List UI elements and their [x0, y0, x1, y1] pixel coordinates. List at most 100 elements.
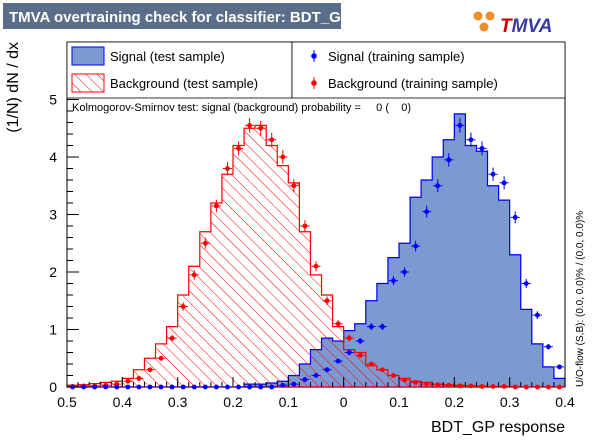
logo-dots-icon — [473, 11, 495, 32]
background-train-points-point — [422, 381, 432, 387]
signal-train-points-point — [455, 118, 465, 133]
logo-text-prefix: T — [500, 16, 513, 37]
background-train-points-point — [455, 383, 465, 389]
page-title: TMVA overtraining check for classifier: … — [9, 9, 351, 26]
signal-train-points-point — [112, 384, 122, 390]
signal-train-points-point — [521, 278, 531, 289]
background-train-points-point — [322, 296, 332, 305]
background-train-points-point — [499, 384, 509, 389]
background-train-points-point — [178, 302, 188, 311]
y-tick-label: 1 — [49, 322, 57, 338]
background-train-points-point — [211, 199, 221, 212]
signal-train-points-point — [422, 205, 432, 218]
signal-train-points-point — [499, 176, 509, 190]
background-train-points-point — [400, 377, 410, 383]
points-layer — [68, 118, 564, 390]
background-train-points-point — [167, 334, 177, 342]
signal-train-points-point — [510, 211, 520, 224]
background-train-points-point — [344, 334, 354, 342]
axes-layer: 0.5 0.4 0.3 0.2 0.1 0 0.1 0.2 0.3 0.4 0 1 2 3 4 5 — [49, 41, 575, 410]
background-train-points-point — [234, 141, 244, 156]
signal-train-points-point — [134, 384, 144, 390]
y-tick-label: 5 — [49, 92, 57, 108]
x-axis-title: BDT_GP response — [431, 419, 565, 436]
x-tick-label: 0.1 — [389, 394, 409, 410]
signal-train-points-point — [355, 337, 365, 345]
signal-train-points-point — [532, 311, 542, 319]
ks-test-text: Kolmogorov-Smirnov test: signal (backgro… — [72, 102, 411, 114]
y-tick-label: 4 — [49, 149, 57, 165]
overflow-note: U/O-flow (S,B): (0.0, 0.0)% / (0.0, 0.0)… — [575, 211, 586, 387]
background-train-points-point — [488, 384, 498, 389]
signal-train-points-point — [222, 384, 232, 390]
histogram-layer — [66, 113, 566, 388]
background-train-points-point — [189, 270, 199, 280]
y-tick-label: 3 — [49, 207, 57, 223]
legend-label-signal-test: Signal (test sample) — [110, 49, 225, 64]
signal-train-points-point — [123, 384, 133, 390]
x-tick-label: 0.4 — [555, 394, 575, 410]
signal-train-points-point — [311, 373, 321, 378]
signal-train-points-point — [388, 275, 398, 286]
signal-train-points-point — [344, 349, 354, 356]
y-tick-label: 2 — [49, 264, 57, 280]
signal-train-points-point — [256, 384, 266, 390]
signal-train-points-point — [267, 384, 277, 390]
background-train-points-point — [145, 367, 155, 373]
signal-train-points-point — [245, 384, 255, 390]
background-train-points-point — [267, 132, 277, 147]
signal-train-points-point — [101, 384, 111, 390]
signal-train-points-point — [79, 384, 89, 390]
background-train-points-point — [521, 384, 531, 390]
signal-train-points-point — [400, 267, 410, 277]
signal-train-points-point — [377, 323, 387, 331]
x-tick-label: 0.3 — [168, 394, 188, 410]
x-tick-label: 0.2 — [445, 394, 465, 410]
signal-train-points-point — [466, 132, 476, 147]
legend-label-background-train: Background (training sample) — [328, 76, 498, 91]
x-tick-label: 0.5 — [57, 394, 77, 410]
background-train-points-point — [377, 367, 387, 373]
signal-train-points-point — [543, 343, 553, 350]
x-tick-label: 0.3 — [500, 394, 520, 410]
legend-swatch-background-test — [71, 73, 105, 93]
background-train-points-point — [543, 384, 553, 390]
signal-train-points-point — [488, 167, 498, 181]
signal-train-points-point — [189, 384, 199, 390]
signal-train-points-point — [289, 381, 299, 387]
signal-train-points-point — [322, 367, 332, 373]
x-tick-label: 0.4 — [113, 394, 133, 410]
legend-label-background-test: Background (test sample) — [110, 76, 258, 91]
background-train-points-point — [200, 237, 210, 249]
background-train-points-point — [411, 380, 421, 385]
signal-train-points-point — [300, 377, 310, 382]
signal-train-points-point — [477, 141, 487, 156]
signal-train-points-point — [156, 384, 166, 390]
x-tick-label: 0 — [340, 394, 348, 410]
signal-train-points-point — [145, 384, 155, 390]
svg-text:TMVA: TMVA — [500, 16, 552, 37]
signal-train-points-point — [178, 384, 188, 390]
background-train-points-point — [433, 382, 443, 388]
signal-train-points-point — [433, 179, 443, 193]
background-train-points-point — [444, 382, 454, 388]
legend-swatch-signal-test — [71, 46, 105, 66]
signal-train-points-point — [278, 382, 288, 388]
background-train-points-point — [311, 261, 321, 272]
background-train-points-point — [554, 384, 564, 390]
tmva-logo: TMVA — [473, 11, 552, 37]
background-train-points-point — [366, 361, 376, 367]
background-train-points-point — [300, 220, 310, 232]
signal-train-points-point — [167, 384, 177, 390]
background-train-points-point — [466, 383, 476, 389]
signal-train-points — [68, 118, 564, 390]
signal-train-points-point — [554, 364, 564, 370]
background-train-points-point — [388, 373, 398, 378]
background-train-points-point — [532, 384, 542, 390]
background-train-points-point — [256, 120, 266, 136]
signal-train-points-point — [200, 384, 210, 390]
background-train-points-point — [278, 150, 288, 164]
signal-train-points-point — [411, 240, 421, 252]
signal-train-points-point — [366, 323, 376, 331]
background-train-points-point — [134, 375, 144, 381]
